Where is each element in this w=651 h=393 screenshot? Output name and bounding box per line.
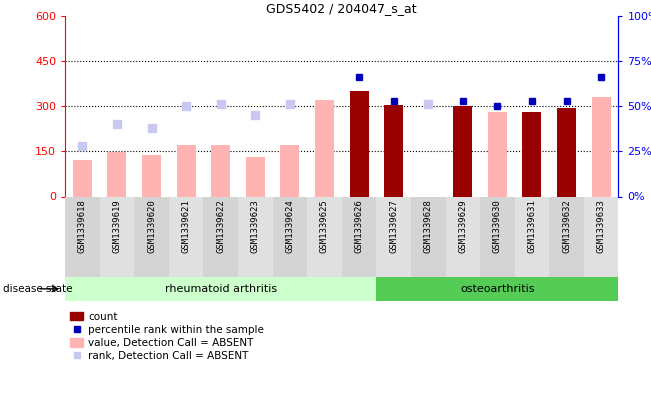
Text: GSM1339624: GSM1339624 — [285, 199, 294, 253]
Text: GSM1339622: GSM1339622 — [216, 199, 225, 253]
Text: GSM1339621: GSM1339621 — [182, 199, 191, 253]
Bar — [281, 145, 299, 196]
Text: osteoarthritis: osteoarthritis — [460, 284, 534, 294]
Text: GSM1339631: GSM1339631 — [527, 199, 536, 253]
Bar — [480, 196, 515, 277]
Text: GSM1339620: GSM1339620 — [147, 199, 156, 253]
Bar — [203, 196, 238, 277]
Bar — [315, 100, 334, 196]
Bar — [384, 145, 403, 196]
Bar — [100, 196, 134, 277]
Bar — [549, 196, 584, 277]
Bar — [523, 112, 542, 196]
Text: GSM1339630: GSM1339630 — [493, 199, 502, 253]
Bar — [211, 145, 230, 196]
Bar — [584, 196, 618, 277]
Text: GSM1339626: GSM1339626 — [355, 199, 363, 253]
Bar — [307, 196, 342, 277]
Bar — [134, 196, 169, 277]
Bar — [515, 196, 549, 277]
Text: rheumatoid arthritis: rheumatoid arthritis — [165, 284, 277, 294]
Bar — [107, 152, 126, 196]
Text: GSM1339618: GSM1339618 — [78, 199, 87, 253]
Text: GSM1339629: GSM1339629 — [458, 199, 467, 253]
Bar — [246, 157, 265, 196]
Text: GSM1339632: GSM1339632 — [562, 199, 571, 253]
Bar — [411, 196, 445, 277]
Text: GSM1339625: GSM1339625 — [320, 199, 329, 253]
Bar — [376, 277, 618, 301]
Bar — [176, 145, 196, 196]
Bar — [557, 108, 576, 196]
Bar — [376, 196, 411, 277]
Bar — [342, 196, 376, 277]
Bar — [445, 196, 480, 277]
Bar — [169, 196, 203, 277]
Bar — [350, 91, 368, 196]
Text: GSM1339628: GSM1339628 — [424, 199, 433, 253]
Bar — [65, 277, 376, 301]
Text: disease state: disease state — [3, 284, 73, 294]
Bar — [523, 112, 542, 196]
Text: GSM1339619: GSM1339619 — [113, 199, 122, 253]
Legend: count, percentile rank within the sample, value, Detection Call = ABSENT, rank, : count, percentile rank within the sample… — [70, 312, 264, 361]
Bar — [273, 196, 307, 277]
Bar — [453, 106, 473, 196]
Bar — [384, 105, 403, 196]
Text: GSM1339623: GSM1339623 — [251, 199, 260, 253]
Title: GDS5402 / 204047_s_at: GDS5402 / 204047_s_at — [266, 2, 417, 15]
Bar — [73, 160, 92, 196]
Bar — [592, 97, 611, 196]
Text: GSM1339627: GSM1339627 — [389, 199, 398, 253]
Text: GSM1339633: GSM1339633 — [597, 199, 605, 253]
Bar — [238, 196, 273, 277]
Bar — [142, 155, 161, 196]
Bar — [65, 196, 100, 277]
Bar — [488, 112, 507, 196]
